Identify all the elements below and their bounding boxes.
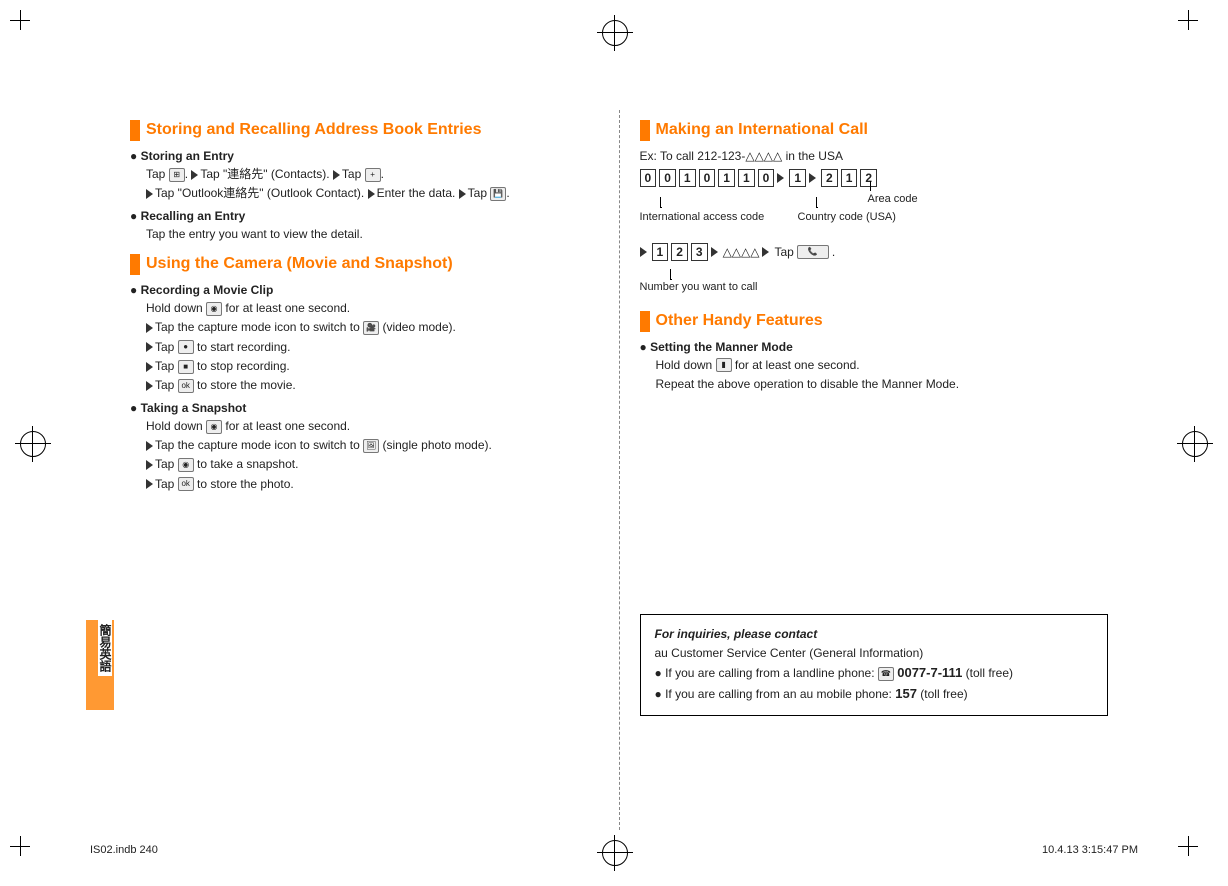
storing-step2: Tap "Outlook連絡先" (Outlook Contact). Ente… xyxy=(146,184,599,203)
label-intl: International access code xyxy=(640,211,765,223)
left-column: Storing and Recalling Address Book Entri… xyxy=(130,110,599,830)
page: 簡易英語 Storing and Recalling Address Book … xyxy=(0,0,1228,886)
stop-icon: ■ xyxy=(178,360,194,374)
key-digit: 0 xyxy=(659,169,676,187)
key-digit: 0 xyxy=(640,169,657,187)
dial-sequence-2: 1 2 3 △△△△ Tap 📞 . xyxy=(640,243,1109,261)
inquiry-head: For inquiries, please contact xyxy=(655,625,1094,644)
manner-step1: Hold down ▮ for at least one second. xyxy=(656,356,1109,375)
key-digit: 2 xyxy=(821,169,838,187)
column-divider xyxy=(619,110,620,830)
arrow-icon xyxy=(146,460,153,470)
snap-step4: Tap ok to store the photo. xyxy=(146,475,599,494)
chapter-tab-label: 簡易英語 xyxy=(98,620,112,676)
subhead-storing: Storing an Entry xyxy=(130,149,599,163)
subhead-movie: Recording a Movie Clip xyxy=(130,283,599,297)
inquiry-line2: ● If you are calling from a landline pho… xyxy=(655,663,1094,684)
label-number: Number you want to call xyxy=(640,281,758,293)
section-title-intl: Making an International Call xyxy=(640,120,1109,141)
save-icon: 💾 xyxy=(490,187,506,201)
arrow-icon xyxy=(333,170,340,180)
video-mode-icon: 🎥 xyxy=(363,321,379,335)
movie-step1: Hold down ◉ for at least one second. xyxy=(146,299,599,318)
recalling-step: Tap the entry you want to view the detai… xyxy=(146,225,599,244)
arrow-icon xyxy=(146,381,153,391)
key-digit: 1 xyxy=(789,169,806,187)
photo-mode-icon: 🖼 xyxy=(363,439,379,453)
footer: IS02.indb 240 10.4.13 3:15:47 PM xyxy=(90,844,1138,856)
footer-timestamp: 10.4.13 3:15:47 PM xyxy=(1042,844,1138,856)
arrow-icon xyxy=(146,362,153,372)
arrow-icon xyxy=(762,247,769,257)
label-cc: Country code (USA) xyxy=(798,211,896,223)
dial-labels-1: International access code Country code (… xyxy=(640,193,1109,233)
ok-icon: ok xyxy=(178,477,194,491)
volume-key-icon: ▮ xyxy=(716,358,732,372)
movie-step5: Tap ok to store the movie. xyxy=(146,376,599,395)
arrow-icon xyxy=(146,342,153,352)
snap-step3: Tap ◉ to take a snapshot. xyxy=(146,455,599,474)
arrow-icon xyxy=(777,173,784,183)
movie-step2: Tap the capture mode icon to switch to 🎥… xyxy=(146,318,599,337)
key-digit: 1 xyxy=(738,169,755,187)
call-button-icon: 📞 xyxy=(797,245,829,259)
key-digit: 0 xyxy=(699,169,716,187)
key-digit: 3 xyxy=(691,243,708,261)
reg-mark xyxy=(1182,431,1208,457)
example-line: Ex: To call 212-123-△△△△ in the USA xyxy=(640,149,1109,163)
camera-key-icon: ◉ xyxy=(206,420,222,434)
inquiry-line3: ● If you are calling from an au mobile p… xyxy=(655,684,1094,705)
key-digit: 1 xyxy=(679,169,696,187)
label-area: Area code xyxy=(868,193,918,205)
footer-filename: IS02.indb 240 xyxy=(90,844,158,856)
arrow-icon xyxy=(146,323,153,333)
arrow-icon xyxy=(640,247,647,257)
arrow-icon xyxy=(809,173,816,183)
windows-icon: ⊞ xyxy=(169,168,185,182)
key-digit: 1 xyxy=(718,169,735,187)
inquiry-box: For inquiries, please contact au Custome… xyxy=(640,614,1109,716)
movie-step4: Tap ■ to stop recording. xyxy=(146,357,599,376)
arrow-icon xyxy=(368,189,375,199)
dial-sequence-1: 0 0 1 0 1 1 0 1 2 1 2 xyxy=(640,169,1109,187)
key-digit: 2 xyxy=(671,243,688,261)
record-icon: ● xyxy=(178,340,194,354)
content-columns: Storing and Recalling Address Book Entri… xyxy=(0,0,1228,830)
subhead-snapshot: Taking a Snapshot xyxy=(130,401,599,415)
camera-key-icon: ◉ xyxy=(206,302,222,316)
arrow-icon xyxy=(711,247,718,257)
section-title-handy: Other Handy Features xyxy=(640,311,1109,332)
dial-labels-2: Number you want to call xyxy=(640,267,1109,301)
chapter-tab: 簡易英語 xyxy=(86,620,114,710)
inquiry-line1: au Customer Service Center (General Info… xyxy=(655,644,1094,663)
cropmark xyxy=(1178,836,1218,876)
ok-icon: ok xyxy=(178,379,194,393)
manner-step2: Repeat the above operation to disable th… xyxy=(656,375,1109,394)
placeholder-triangles: △△△△ xyxy=(723,245,760,259)
snap-step2: Tap the capture mode icon to switch to 🖼… xyxy=(146,436,599,455)
shutter-icon: ◉ xyxy=(178,458,194,472)
arrow-icon xyxy=(146,189,153,199)
key-digit: 1 xyxy=(652,243,669,261)
cropmark xyxy=(10,836,50,876)
arrow-icon xyxy=(146,479,153,489)
freecall-icon: ☎ xyxy=(878,667,894,681)
key-digit: 1 xyxy=(841,169,858,187)
arrow-icon xyxy=(459,189,466,199)
reg-mark xyxy=(602,20,628,46)
subhead-manner: Setting the Manner Mode xyxy=(640,340,1109,354)
key-digit: 0 xyxy=(758,169,775,187)
snap-step1: Hold down ◉ for at least one second. xyxy=(146,417,599,436)
reg-mark xyxy=(20,431,46,457)
arrow-icon xyxy=(146,441,153,451)
section-title-address: Storing and Recalling Address Book Entri… xyxy=(130,120,599,141)
section-title-camera: Using the Camera (Movie and Snapshot) xyxy=(130,254,599,275)
subhead-recalling: Recalling an Entry xyxy=(130,209,599,223)
movie-step3: Tap ● to start recording. xyxy=(146,338,599,357)
arrow-icon xyxy=(191,170,198,180)
plus-icon: + xyxy=(365,168,381,182)
right-column: Making an International Call Ex: To call… xyxy=(640,110,1109,830)
storing-step1: Tap ⊞. Tap "連絡先" (Contacts). Tap +. xyxy=(146,165,599,184)
